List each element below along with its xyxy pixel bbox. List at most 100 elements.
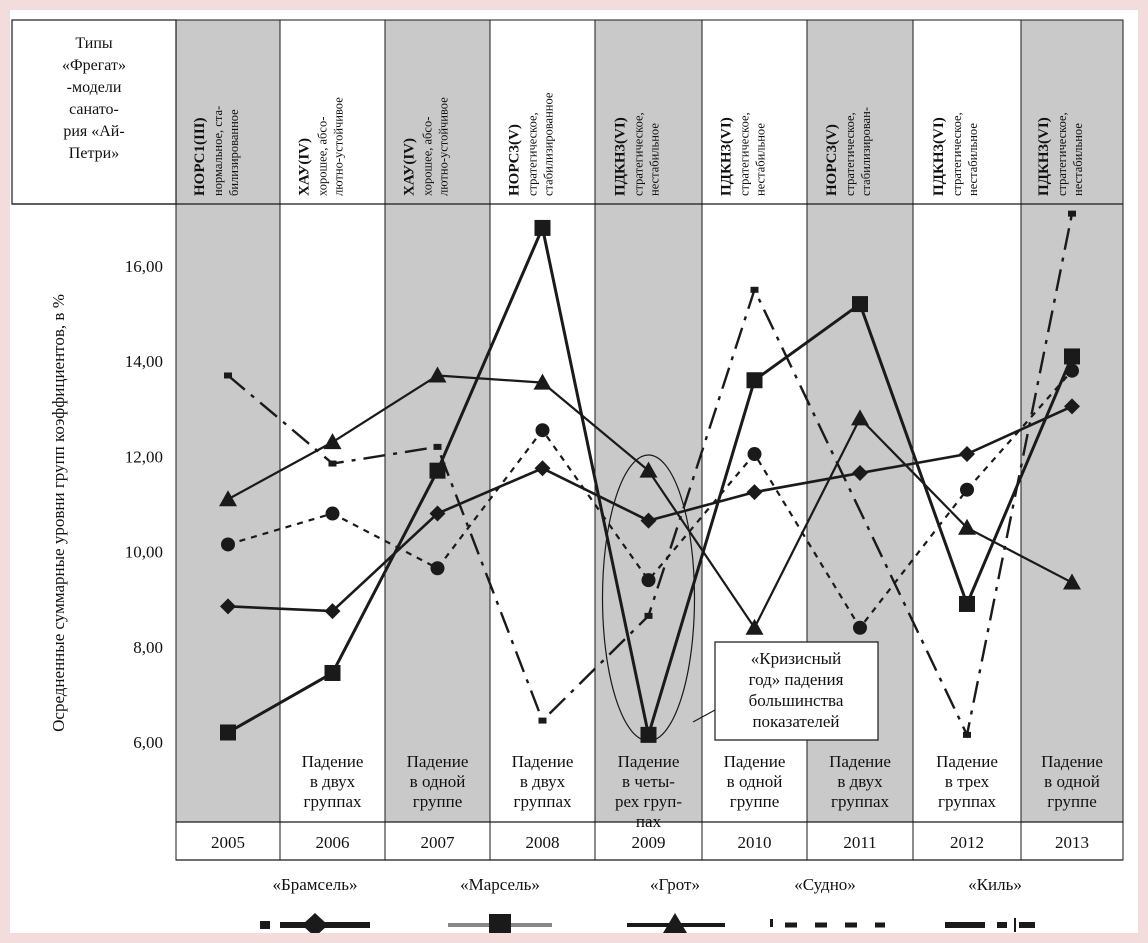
series-point bbox=[221, 537, 235, 552]
series-point bbox=[959, 446, 975, 463]
series-point bbox=[851, 409, 869, 426]
legend-label: «Брамсель» bbox=[272, 875, 357, 894]
chart-figure: Типы «Фрегат» -модели санато-рия «Ай- Петри»… bbox=[10, 10, 1138, 933]
series-point bbox=[535, 423, 550, 438]
series-point bbox=[745, 618, 764, 635]
column-note-line: Падение bbox=[512, 752, 574, 771]
series-point bbox=[220, 724, 236, 741]
header-title-line: Петри» bbox=[69, 145, 119, 162]
column-note-line: Падение bbox=[407, 752, 469, 771]
y-tick-label: 6,00 bbox=[133, 733, 163, 752]
series-point bbox=[640, 726, 657, 743]
series-point bbox=[1063, 573, 1081, 590]
header-title-line: -модели bbox=[67, 79, 122, 96]
series-line bbox=[227, 213, 1074, 739]
series-point bbox=[433, 443, 442, 450]
series-point bbox=[328, 460, 337, 467]
column-type-code: НОРС1(III) bbox=[192, 117, 208, 196]
series-point bbox=[958, 518, 976, 535]
column-type-label: ХАУ(IV) хорошее, абсо-лютно-устойчивое bbox=[402, 97, 451, 196]
column-type-desc1: хорошее, абсо- bbox=[316, 117, 330, 196]
series-point bbox=[853, 620, 867, 635]
column-type-desc1: хорошее, абсо- bbox=[421, 117, 435, 196]
series-point bbox=[429, 462, 446, 479]
column-note-line: рех груп- bbox=[615, 792, 682, 811]
shaded-column bbox=[385, 20, 490, 822]
series-point bbox=[1065, 363, 1079, 378]
column-note-line: в одной bbox=[410, 772, 466, 791]
column-type-desc2: стабилизирован- bbox=[859, 107, 873, 196]
column-note-line: Падение bbox=[829, 752, 891, 771]
annotation-line: показателей bbox=[752, 712, 839, 731]
shaded-column bbox=[176, 20, 280, 822]
y-tick-label: 10,00 bbox=[125, 543, 163, 562]
series-point bbox=[641, 573, 656, 588]
column-type-desc1: стратегическое, bbox=[526, 112, 540, 196]
series-point bbox=[963, 731, 971, 738]
column-type-desc2: нестабильное bbox=[966, 123, 980, 196]
y-tick-label: 16,00 bbox=[125, 257, 163, 276]
chart-svg: Типы «Фрегат» -модели санато-рия «Ай- Петри»… bbox=[11, 19, 1124, 933]
column-type-code: ПДКН3(VI) bbox=[931, 117, 947, 196]
series-point bbox=[428, 366, 447, 383]
column-type-desc1: стратегическое, bbox=[632, 112, 646, 196]
column-note-line: пах bbox=[636, 812, 662, 831]
annotation-line: «Кризисный bbox=[751, 649, 841, 668]
legend-marker bbox=[489, 914, 511, 933]
header-inner-box bbox=[492, 30, 593, 200]
legend-label: «Грот» bbox=[650, 875, 700, 894]
series-point bbox=[324, 664, 341, 681]
column-note-line: группах bbox=[304, 792, 362, 811]
series-point bbox=[639, 461, 658, 478]
y-tick-label: 14,00 bbox=[125, 352, 163, 371]
column-note-line: группах bbox=[514, 792, 572, 811]
column-type-code: ХАУ(IV) bbox=[297, 138, 313, 196]
column-type-desc1: стратегическое, bbox=[843, 112, 857, 196]
series-point bbox=[852, 465, 868, 482]
legend-line bbox=[260, 921, 270, 929]
series-point bbox=[750, 286, 759, 293]
year-label: 2010 bbox=[738, 833, 772, 852]
column-type-label: НОРС1(III) нормальное, ста-билизированное bbox=[192, 106, 241, 196]
column-type-code: ПДКН3(VI) bbox=[613, 117, 629, 196]
column-note-line: группе bbox=[730, 792, 780, 811]
column-type-desc1: нормальное, ста- bbox=[211, 106, 225, 196]
y-tick-label: 12,00 bbox=[125, 447, 163, 466]
year-label: 2009 bbox=[632, 833, 666, 852]
header-title-line: «Фрегат» bbox=[62, 57, 126, 74]
year-label: 2008 bbox=[526, 833, 560, 852]
series-point bbox=[220, 598, 236, 615]
series-point bbox=[538, 717, 547, 724]
crisis-ellipse bbox=[601, 454, 696, 742]
series-point bbox=[533, 373, 552, 390]
column-note-line: группах bbox=[938, 792, 996, 811]
header-inner-box bbox=[282, 30, 383, 200]
year-label: 2007 bbox=[421, 833, 456, 852]
y-tick-label: 8,00 bbox=[133, 638, 163, 657]
column-note-line: в двух bbox=[520, 772, 566, 791]
header-title-box bbox=[11, 19, 177, 205]
series-point bbox=[960, 482, 974, 497]
series-point bbox=[219, 490, 237, 507]
column-type-label: ПДКН3(VI) стратегическое, нестабильное bbox=[1036, 112, 1085, 196]
column-note-line: Падение bbox=[724, 752, 786, 771]
column-type-desc1: стратегическое, bbox=[738, 112, 752, 196]
legend-label: «Судно» bbox=[794, 875, 856, 894]
column-note-line: группе bbox=[1047, 792, 1097, 811]
column-type-desc2: нестабильное bbox=[1071, 123, 1085, 196]
column-note-line: в трех bbox=[945, 772, 990, 791]
legend-label: «Киль» bbox=[968, 875, 1022, 894]
column-note-line: Падение bbox=[1041, 752, 1103, 771]
series-point bbox=[747, 447, 762, 462]
legend-marker bbox=[302, 913, 328, 933]
year-label: 2011 bbox=[843, 833, 876, 852]
year-label: 2013 bbox=[1055, 833, 1089, 852]
annotation-line: год» падения bbox=[749, 670, 844, 689]
column-type-desc2: нестабильное bbox=[754, 123, 768, 196]
legend-marker bbox=[663, 913, 687, 933]
column-type-code: ХАУ(IV) bbox=[402, 138, 418, 196]
column-note-line: Падение bbox=[618, 752, 680, 771]
series-line bbox=[227, 369, 1073, 630]
legend-label: «Марсель» bbox=[460, 875, 540, 894]
series-point bbox=[959, 595, 975, 612]
